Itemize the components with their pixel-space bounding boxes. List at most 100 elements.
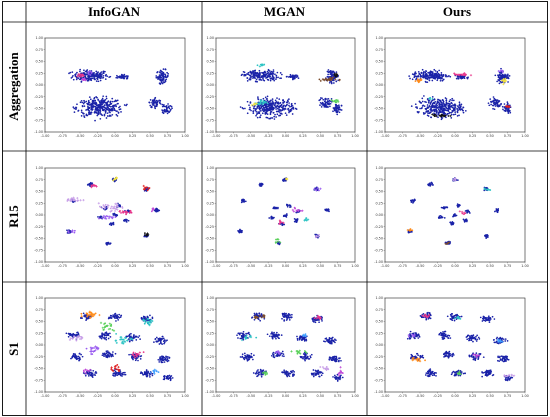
real-point: [425, 70, 427, 72]
real-point: [507, 77, 510, 80]
real-point: [246, 112, 249, 115]
generated-point: [502, 78, 505, 80]
real-point: [441, 79, 444, 82]
real-point: [288, 375, 291, 378]
real-point: [506, 109, 509, 112]
real-point: [94, 374, 97, 376]
y-tick-label: 0.25: [206, 331, 214, 335]
real-point: [271, 332, 273, 334]
real-point: [419, 107, 421, 110]
real-point: [285, 370, 288, 372]
y-tick-label: -0.50: [205, 237, 214, 241]
real-point: [287, 108, 289, 111]
real-point: [422, 73, 425, 76]
real-point: [443, 107, 446, 110]
real-point: [158, 71, 161, 73]
generated-point: [114, 216, 117, 218]
real-point: [118, 108, 121, 111]
real-point: [272, 70, 275, 73]
real-point: [90, 111, 93, 114]
real-point: [166, 358, 169, 361]
real-point: [104, 332, 107, 334]
real-point: [310, 372, 313, 375]
generated-point: [329, 76, 332, 79]
real-point: [442, 102, 445, 104]
y-tick-label: -1.00: [34, 390, 43, 394]
real-point: [97, 80, 100, 83]
real-point: [114, 214, 117, 217]
y-tick-label: -0.75: [205, 248, 214, 252]
x-tick-label: 0.50: [316, 264, 324, 268]
generated-point: [109, 207, 112, 210]
real-point: [411, 199, 414, 201]
real-point: [101, 105, 104, 108]
real-point: [75, 78, 78, 81]
real-point: [101, 97, 104, 100]
real-point: [165, 340, 167, 342]
real-point: [252, 358, 254, 361]
real-point: [416, 106, 418, 108]
real-point: [103, 104, 106, 106]
real-point: [288, 319, 291, 321]
real-point: [291, 313, 293, 316]
real-point: [103, 114, 106, 117]
real-point: [493, 99, 495, 102]
real-point: [315, 374, 317, 376]
real-point: [149, 376, 151, 378]
real-point: [103, 100, 106, 103]
real-point: [335, 104, 337, 107]
real-point: [323, 340, 325, 343]
y-tick-label: -0.75: [34, 378, 43, 382]
real-point: [270, 104, 273, 106]
real-point: [133, 334, 135, 337]
real-point: [87, 103, 90, 106]
real-point: [281, 355, 284, 357]
real-point: [424, 107, 427, 110]
real-point: [165, 108, 168, 111]
real-point: [273, 331, 275, 334]
real-point: [338, 357, 340, 360]
y-tick-label: 1.00: [375, 36, 383, 40]
real-point: [170, 105, 173, 108]
real-point: [254, 80, 257, 83]
real-point: [287, 76, 290, 78]
y-tick-label: 0.25: [206, 71, 214, 75]
real-point: [151, 316, 154, 319]
x-tick-label: 1.00: [351, 264, 359, 268]
y-tick-label: -1.00: [34, 130, 43, 134]
real-point: [441, 99, 444, 101]
real-point: [504, 107, 507, 110]
generated-point: [112, 207, 114, 210]
real-point: [317, 369, 319, 372]
real-point: [494, 102, 497, 104]
real-point: [237, 337, 239, 339]
real-point: [445, 75, 447, 78]
real-point: [450, 117, 453, 119]
y-tick-label: -1.00: [374, 130, 383, 134]
real-point: [279, 77, 281, 80]
real-point: [268, 217, 271, 219]
real-point: [303, 338, 306, 340]
real-point: [329, 356, 331, 359]
x-tick-label: -0.75: [58, 134, 67, 138]
real-point: [285, 374, 288, 377]
real-point: [90, 77, 92, 80]
real-point: [415, 77, 418, 80]
real-point: [335, 111, 338, 114]
real-point: [169, 375, 172, 378]
real-point: [100, 75, 103, 78]
real-point: [246, 358, 249, 360]
generated-point: [324, 77, 328, 80]
x-tick-label: 0.50: [316, 134, 324, 138]
real-point: [151, 372, 154, 375]
generated-point: [84, 79, 87, 82]
generated-point: [115, 332, 118, 335]
real-point: [335, 80, 338, 83]
real-point: [257, 96, 259, 98]
real-point: [99, 104, 102, 106]
real-point: [341, 376, 344, 379]
real-point: [331, 359, 334, 362]
real-point: [96, 77, 98, 80]
real-point: [243, 198, 245, 201]
real-point: [82, 312, 85, 315]
